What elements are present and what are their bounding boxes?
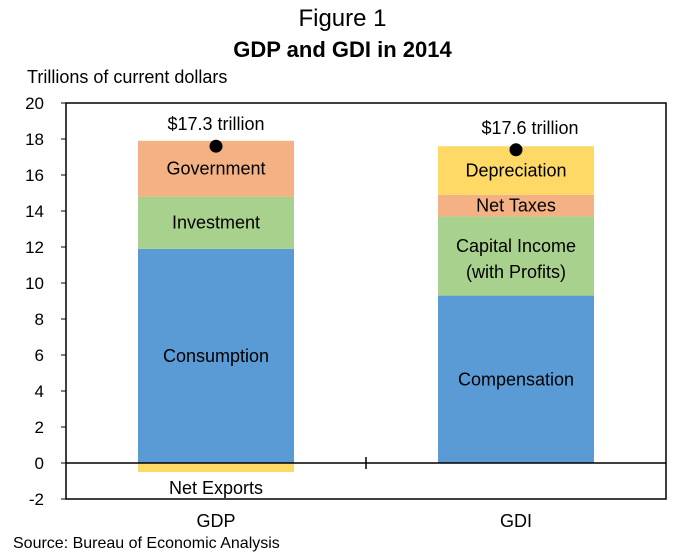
bar-segment [438, 194, 594, 217]
y-tick-label: 10 [25, 274, 44, 293]
y-tick-label: 2 [35, 418, 44, 437]
bar-segment [138, 196, 294, 249]
chart-title: GDP and GDI in 2014 [233, 37, 452, 62]
y-axis-unit-label: Trillions of current dollars [27, 67, 228, 87]
segment-label-line2: (with Profits) [466, 262, 566, 282]
y-tick-label: 0 [35, 454, 44, 473]
segment-label: Net Exports [169, 478, 263, 498]
y-tick-label: 8 [35, 310, 44, 329]
x-category-label: GDP [196, 511, 235, 531]
figure-label: Figure 1 [298, 5, 387, 32]
segment-label: Investment [172, 213, 260, 233]
y-tick-label: 12 [25, 238, 44, 257]
bar-segment [138, 248, 294, 463]
total-label: $17.3 trillion [167, 114, 264, 134]
y-tick-label: -2 [29, 490, 44, 509]
source-note: Source: Bureau of Economic Analysis [13, 535, 280, 552]
plot-area-border [65, 102, 667, 500]
x-category-label: GDI [500, 511, 532, 531]
total-marker [509, 143, 523, 157]
y-tick-label: 16 [25, 166, 44, 185]
bar-segment [138, 463, 294, 472]
y-tick-label: 4 [35, 382, 44, 401]
y-tick-label: 14 [25, 202, 44, 221]
y-tick-label: 20 [25, 94, 44, 113]
y-tick-label: 6 [35, 346, 44, 365]
bar-segment [438, 295, 594, 463]
segment-label: Compensation [458, 369, 574, 389]
total-label: $17.6 trillion [481, 118, 578, 138]
total-marker [209, 139, 223, 153]
bar-segment [438, 216, 594, 296]
segment-label: Depreciation [465, 161, 566, 181]
segment-label: Government [166, 159, 265, 179]
segment-label: Capital Income [456, 236, 576, 256]
segment-label: Net Taxes [476, 196, 556, 216]
segment-label: Consumption [163, 346, 269, 366]
y-tick-label: 18 [25, 130, 44, 149]
